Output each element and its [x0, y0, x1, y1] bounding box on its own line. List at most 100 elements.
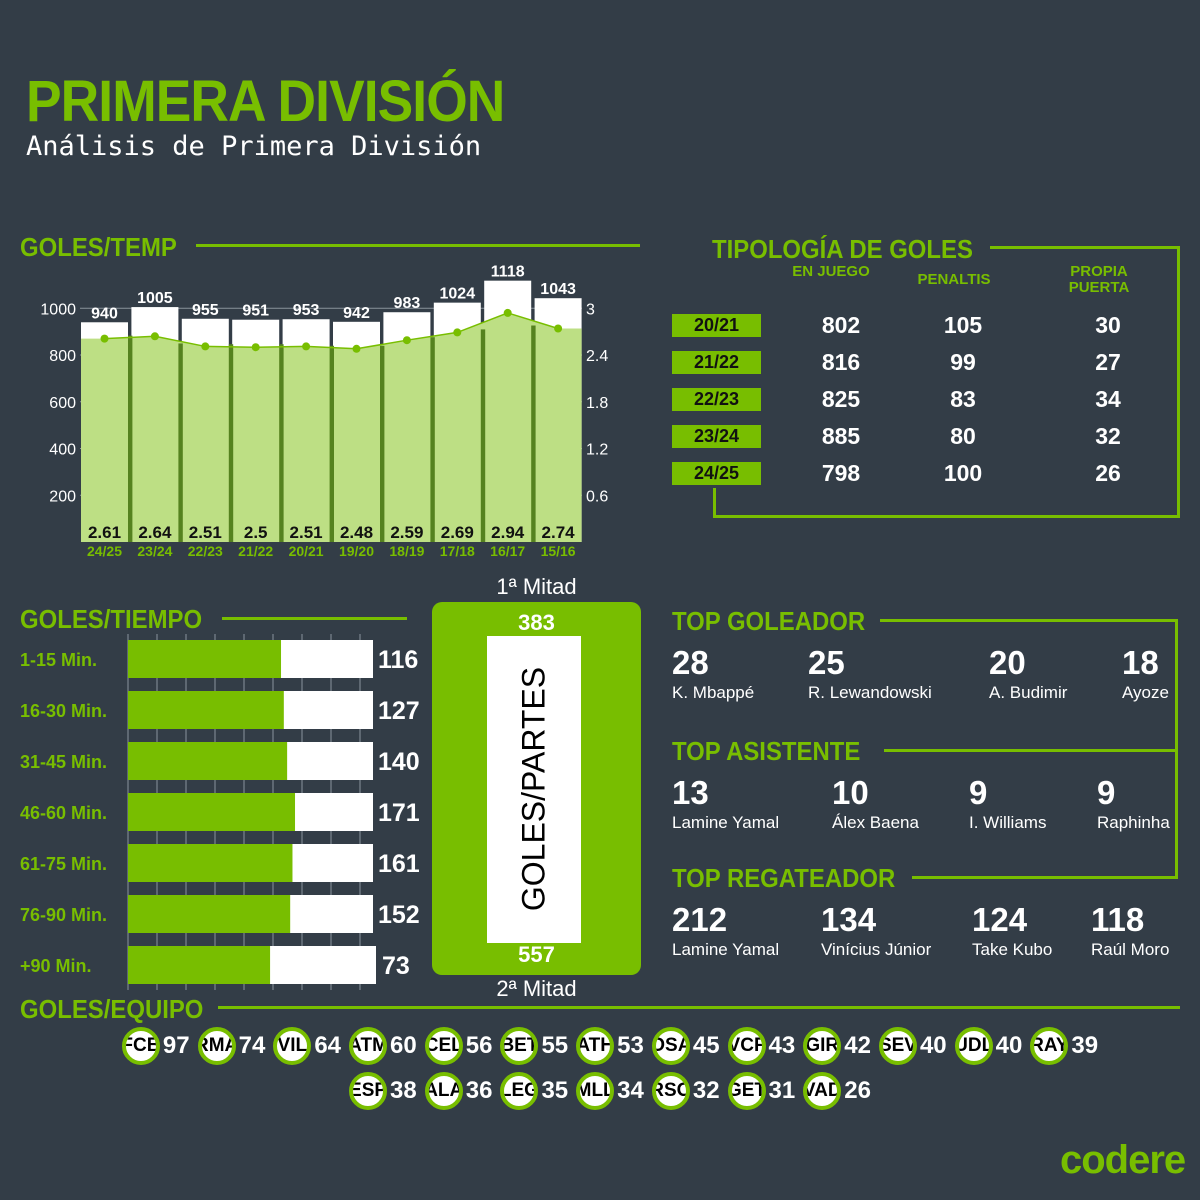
team-badge-icon: GET	[727, 1072, 766, 1110]
top-player-name: A. Budimir	[989, 683, 1068, 702]
time-bar	[128, 691, 284, 729]
team-goals: 97	[162, 1032, 190, 1059]
team-goals: 45	[692, 1032, 720, 1059]
team-badge-icon: SEV	[878, 1027, 917, 1065]
team-badge-icon: ATM	[349, 1027, 388, 1065]
divider	[880, 619, 1178, 622]
team-goals: 74	[238, 1032, 266, 1059]
bar-value-label: 983	[394, 295, 421, 312]
top-heading: TOP GOLEADOR	[672, 606, 866, 636]
top-stat-value: 18	[1122, 644, 1159, 681]
team-item: SEV 40	[878, 1024, 947, 1068]
avg-value-label: 2.64	[138, 523, 172, 542]
season-label: 19/20	[339, 543, 374, 559]
team-item: VAD 26	[803, 1069, 871, 1113]
team-goals: 31	[768, 1077, 796, 1104]
penaltis-value: 80	[950, 423, 976, 449]
top-stat-value: 212	[672, 901, 728, 938]
team-item: GIR 42	[803, 1024, 871, 1068]
team-badge-icon: ALA	[424, 1072, 463, 1110]
goles-equipo-heading: GOLES/EQUIPO	[20, 994, 204, 1024]
top-player-name: Take Kubo	[972, 940, 1053, 959]
right-tick: 3	[586, 301, 595, 318]
bar-separator	[531, 325, 536, 542]
avg-point	[201, 342, 210, 351]
time-label: 31-45 Min.	[20, 752, 107, 772]
top-stat-value: 25	[808, 644, 845, 681]
team-item: UDL 40	[954, 1024, 1023, 1068]
avg-point	[503, 308, 512, 317]
avg-point	[150, 332, 159, 341]
team-badge-icon: CEL	[424, 1027, 463, 1065]
team-badge-icon: RMA	[197, 1027, 236, 1065]
top-heading: TOP REGATEADOR	[672, 863, 896, 893]
team-badge-icon: VIL	[273, 1027, 312, 1065]
bar-separator	[228, 344, 234, 542]
season-label: 15/16	[541, 543, 576, 559]
avg-point	[453, 328, 462, 337]
propia-puerta-value: 30	[1095, 312, 1121, 338]
partes-panel: GOLES/PARTES	[487, 636, 581, 943]
en-juego-value: 802	[821, 312, 861, 338]
top-heading: TOP ASISTENTE	[672, 736, 861, 766]
bar-value-label: 942	[343, 305, 370, 322]
second-half-value: 557	[518, 942, 555, 967]
team-goals: 34	[617, 1077, 644, 1104]
team-badge-icon: RSO	[651, 1072, 690, 1110]
team-item: BET 55	[500, 1024, 568, 1068]
top-stat-value: 9	[1097, 774, 1116, 811]
season-label: 20/21	[289, 543, 324, 559]
top-stat-value: 10	[832, 774, 869, 811]
propia-puerta-value: 26	[1095, 460, 1121, 486]
divider	[218, 1006, 1180, 1009]
team-item: FCB 97	[121, 1024, 190, 1068]
propia-puerta-value: 34	[1095, 386, 1121, 412]
page-title: PRIMERA DIVISIÓN	[26, 69, 505, 134]
top-player-name: Vinícius Júnior	[821, 940, 932, 959]
time-bar	[128, 793, 296, 831]
team-goals: 40	[995, 1032, 1023, 1059]
en-juego-value: 825	[821, 386, 861, 412]
avg-value-label: 2.61	[88, 523, 121, 542]
top-stat-value: 124	[972, 901, 1028, 938]
season-label: 16/17	[490, 543, 525, 559]
goles-temp-chart: 200 400 600 800 1000 0.6 1.2 1.8 2.4 3 940 2.6124/2…	[40, 264, 608, 559]
avg-value-label: 2.5	[244, 523, 268, 542]
bar-value-label: 1005	[137, 290, 173, 307]
team-item: ATM 60	[349, 1024, 417, 1068]
partes-title: GOLES/PARTES	[515, 666, 552, 912]
goles-temp-heading: GOLES/TEMP	[20, 232, 177, 262]
time-value: 152	[378, 901, 420, 929]
season-label: 17/18	[440, 543, 475, 559]
bar-separator	[128, 335, 133, 542]
team-badge-icon: VAD	[803, 1072, 842, 1110]
bar-value-label: 955	[192, 302, 219, 319]
season-badge: 20/21	[672, 314, 761, 337]
en-juego-value: 885	[821, 423, 861, 449]
bar-value-label: 940	[91, 305, 118, 322]
divider	[196, 244, 640, 247]
team-item: RSO 32	[651, 1069, 720, 1113]
left-tick: 800	[49, 348, 76, 365]
bar-separator	[178, 343, 183, 542]
bar-value-label: 953	[293, 302, 320, 319]
top-player-name: Ayoze	[1122, 683, 1169, 702]
propia-puerta-value: 32	[1095, 423, 1121, 449]
right-tick: 2.4	[586, 348, 608, 365]
left-tick: 600	[49, 395, 76, 412]
team-item: CEL 56	[424, 1024, 493, 1068]
team-goals: 42	[844, 1032, 871, 1059]
top-player-name: Lamine Yamal	[672, 813, 780, 832]
time-bar	[128, 895, 291, 933]
time-value: 127	[378, 697, 420, 725]
team-goals: 64	[314, 1032, 342, 1059]
avg-line	[104, 312, 559, 350]
team-goals: 56	[465, 1032, 493, 1059]
team-item: ESP 38	[349, 1069, 417, 1113]
team-item: LEG 35	[500, 1069, 568, 1113]
col-header: PROPIA PUERTA	[1068, 263, 1130, 296]
team-item: ATH 53	[576, 1024, 644, 1068]
bar-separator	[480, 329, 486, 542]
top-player-name: K. Mbappé	[672, 683, 755, 702]
divider	[713, 515, 1180, 518]
